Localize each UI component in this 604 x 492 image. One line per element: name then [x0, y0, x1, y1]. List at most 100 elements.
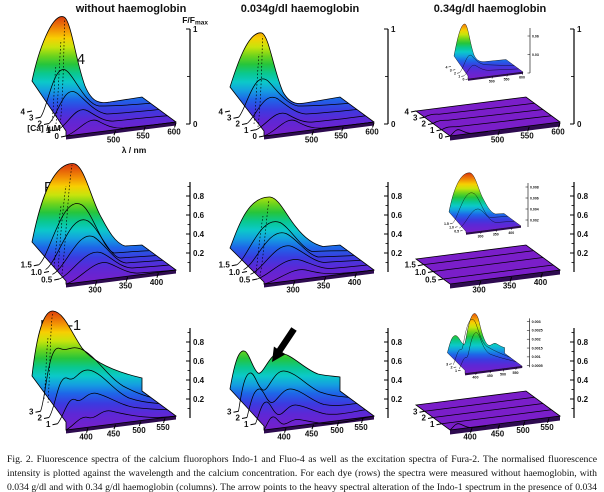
z-axis: 0.8 0.6 0.4 0.2 — [186, 182, 205, 272]
z-tick-label: 0.2 — [193, 249, 205, 258]
x-tick-label: 550 — [540, 423, 554, 432]
inset-x-tick-label: 300 — [478, 235, 484, 239]
z-axis: 1 0 F/Fmax — [182, 15, 208, 129]
ca-tick-label: 3 — [29, 408, 34, 417]
plane-front-face — [450, 122, 560, 141]
wavelength-axis: 500 550 600 — [491, 122, 565, 145]
z-tick-label: 0.4 — [391, 376, 403, 385]
surface — [229, 32, 376, 137]
x-tick-label: 350 — [503, 282, 517, 291]
z-tick-label: 0.8 — [577, 338, 589, 347]
ca-tick-label: 1.0 — [415, 268, 427, 277]
z-tick-label: 0.2 — [577, 395, 589, 404]
plane-front-face — [264, 122, 374, 140]
ca-tick-label: 1.0 — [31, 268, 43, 277]
ca-axis: 3 2 1 — [29, 408, 58, 429]
z-tick-label: 0.4 — [577, 376, 589, 385]
x-tick-label: 500 — [491, 136, 505, 145]
contour-lines — [40, 19, 177, 137]
surface — [31, 310, 178, 431]
x-tick-label: 350 — [119, 282, 133, 291]
z-tick-label: 0.8 — [577, 192, 589, 201]
z-tick-label: 0.8 — [193, 338, 205, 347]
ca-tick-label: 1.0 — [229, 268, 241, 277]
ca-tick-label: 2 — [422, 120, 427, 129]
wavelength-axis: 300 350 400 — [286, 273, 362, 295]
inset-ca-tick-label: 3 — [450, 68, 452, 72]
plane-front-face — [264, 270, 374, 288]
z-axis: 0.8 0.6 0.4 0.2 — [186, 328, 205, 418]
ca-tick-label: 1 — [46, 126, 51, 135]
plane-front-face — [66, 416, 176, 434]
ca-axis: 3 2 1 — [227, 408, 256, 429]
column-header-0034-haemoglobin: 0.034g/dl haemoglobin — [240, 3, 360, 15]
ca-axis: 4 3 2 1 0 — [405, 108, 451, 141]
z-tick-label: 0.6 — [391, 211, 403, 220]
ca-tick-label: 3 — [413, 114, 418, 123]
ca-tick-label: 4 — [21, 108, 26, 117]
x-tick-label: 550 — [334, 132, 348, 141]
inset-z-tick-label: 0.0015 — [532, 346, 543, 350]
ca-tick-label: 1 — [430, 420, 435, 429]
x-tick-label: 450 — [107, 430, 121, 439]
arrow-annotation — [272, 327, 297, 362]
ca-tick-label: 0.5 — [425, 276, 437, 285]
panel-indo1-hb34: 0.8 0.6 0.4 0.2 3 2 1 400 450 500 550 0.… — [413, 313, 589, 442]
z-tick-label: 0.4 — [391, 230, 403, 239]
inset-z-tick-label: 0.0005 — [532, 364, 543, 368]
ca-tick-label: 1.5 — [219, 261, 231, 270]
z-axis: 0.8 0.6 0.4 0.2 — [384, 328, 403, 418]
inset-x-tick-label: 400 — [472, 376, 478, 380]
z-axis: 1 0 — [570, 25, 582, 129]
x-tick-label: 500 — [107, 136, 121, 145]
column-header-034-haemoglobin: 0.34g/dl haemoglobin — [433, 3, 547, 15]
inset-ca-tick-label: 4 — [446, 65, 448, 69]
inset-x-tick-label: 500 — [500, 372, 506, 376]
ca-axis: 4 3 2 1 0 — [219, 108, 265, 141]
wavelength-axis: 400 450 500 550 — [277, 418, 368, 442]
ca-tick-label: 4 — [219, 108, 224, 117]
ca-tick-label: 1 — [244, 126, 249, 135]
z-tick-label: 0.6 — [193, 211, 205, 220]
z-axis: 0.8 0.6 0.4 0.2 — [384, 182, 403, 272]
wavelength-axis: 500 550 600 — [305, 122, 379, 145]
inset-fura2: 0.008 0.006 0.004 0.002 1.5 1.0 0.5 300 … — [444, 172, 539, 239]
ca-tick-label: 0.5 — [239, 276, 251, 285]
inset-x-tick-label: 400 — [508, 231, 514, 235]
contour-lines — [40, 312, 177, 431]
plane-front-face — [450, 416, 560, 435]
inset-z-tick-label: 0.008 — [530, 186, 539, 190]
plane-front-face — [450, 270, 560, 289]
z-tick-label: 0.4 — [193, 376, 205, 385]
x-tick-label: 300 — [88, 286, 102, 295]
ca-tick-label: 3 — [227, 408, 232, 417]
inset-z-tick-label: 0.002 — [530, 219, 539, 223]
ca-tick-label: 2 — [38, 414, 43, 423]
inset-x-tick-label: 500 — [489, 80, 495, 84]
inset-ca-tick-label: 2 — [451, 366, 453, 370]
x-tick-label: 400 — [534, 278, 548, 287]
x-tick-label: 400 — [150, 278, 164, 287]
wavelength-axis: 300 350 400 — [472, 273, 548, 295]
x-tick-label: 450 — [305, 430, 319, 439]
z-tick-label: 0 — [193, 120, 198, 129]
inset-ca-tick-label: 0.5 — [454, 229, 459, 233]
ca-axis: 1.5 1.0 0.5 — [405, 261, 444, 285]
inset-z-tick-label: 0.001 — [532, 355, 541, 359]
ca-axis-label: [Ca] /μM — [27, 123, 61, 133]
z-tick-label: 0.6 — [577, 357, 589, 366]
x-tick-label: 500 — [132, 426, 146, 435]
z-tick-label: 0.2 — [391, 249, 403, 258]
ca-tick-label: 2 — [236, 120, 241, 129]
panel-indo1-without: 0.8 0.6 0.4 0.2 3 2 1 400 450 500 550 — [29, 310, 205, 442]
base-plane — [414, 96, 562, 137]
z-tick-label: 1 — [577, 25, 582, 34]
ca-axis: 3 2 1 — [413, 408, 442, 429]
wavelength-axis-label: λ / nm — [122, 145, 147, 155]
ca-tick-label: 0 — [253, 132, 258, 141]
z-axis: 0.8 0.6 0.4 0.2 — [570, 182, 589, 272]
z-tick-label: 0.6 — [391, 357, 403, 366]
ca-tick-label: 1 — [244, 420, 249, 429]
flat-slice-lines — [424, 102, 552, 137]
